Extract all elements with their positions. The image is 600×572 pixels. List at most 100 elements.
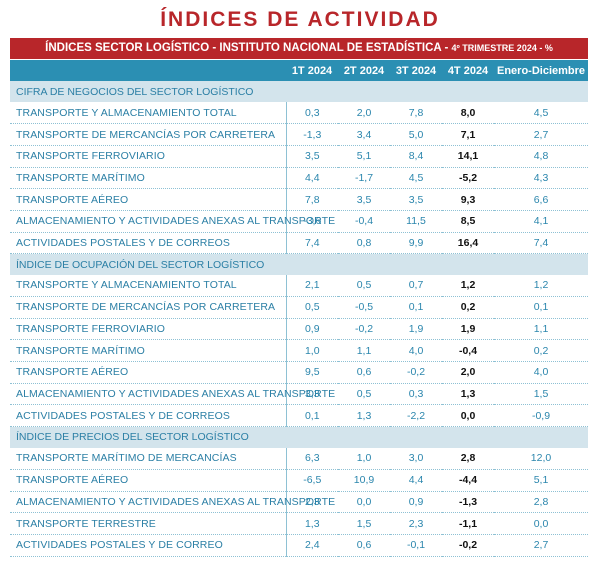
cell-q1: 7,8: [286, 188, 338, 211]
table-row: ACTIVIDADES POSTALES Y DE CORREOS 0,1 1,3-…: [10, 404, 588, 428]
section-header: ÍNDICE DE PRECIOS DEL SECTOR LOGÍSTICO: [10, 426, 588, 448]
row-label: TRANSPORTE TERRESTRE: [10, 512, 287, 535]
cell-yr: 0,2: [494, 339, 588, 363]
row-label: TRANSPORTE Y ALMACENAMIENTO TOTAL: [10, 102, 287, 125]
row-label: ALMACENAMIENTO Y ACTIVIDADES ANEXAS AL T…: [10, 210, 335, 233]
cell-yr: -0,9: [494, 404, 588, 428]
table-row: ALMACENAMIENTO Y ACTIVIDADES ANEXAS AL T…: [10, 210, 588, 233]
row-label: ACTIVIDADES POSTALES Y DE CORREOS: [10, 404, 287, 428]
cell-q2: 3,4: [338, 123, 390, 146]
cell-q1: 0,9: [286, 318, 338, 341]
cell-q2: 0,8: [338, 232, 390, 255]
cell-q2: 5,1: [338, 145, 390, 168]
cell-q3: 11,5: [390, 210, 442, 233]
table-row: TRANSPORTE TERRESTRE 1,3 1,5 2,3 -1,1 0,0: [10, 512, 588, 535]
cell-q4: -1,1: [442, 512, 494, 535]
cell-q2: 0,5: [338, 274, 390, 297]
column-header-4t: 4T 2024: [442, 60, 494, 81]
cell-q4: -5,2: [442, 167, 494, 190]
cell-q1: 0,5: [286, 296, 338, 319]
section-title: ÍNDICE DE PRECIOS DEL SECTOR LOGÍSTICO: [10, 426, 588, 448]
row-label: ALMACENAMIENTO Y ACTIVIDADES ANEXAS AL T…: [10, 491, 335, 514]
cell-q1: 0,3: [286, 102, 338, 125]
cell-yr: 12,0: [494, 447, 588, 470]
cell-q3: 3,0: [390, 447, 442, 470]
section-header: ÍNDICE DE OCUPACIÓN DEL SECTOR LOGÍSTICO: [10, 253, 588, 275]
cell-q1: 6,3: [286, 447, 338, 470]
cell-q3: 0,1: [390, 296, 442, 319]
cell-q2: 0,6: [338, 361, 390, 384]
row-label: TRANSPORTE AÉREO: [10, 469, 287, 492]
table-row: TRANSPORTE AÉREO 7,8 3,5 3,5 9,3 6,6: [10, 188, 588, 211]
cell-q1: 9,5: [286, 361, 338, 384]
cell-q3: 4,5: [390, 167, 442, 190]
cell-yr: 2,7: [494, 534, 588, 557]
cell-yr: 2,7: [494, 123, 588, 146]
cell-q3: -0,1: [390, 534, 442, 557]
banner-title: ÍNDICES SECTOR LOGÍSTICO - INSTITUTO NAC…: [45, 42, 452, 54]
cell-q2: 0,5: [338, 383, 390, 406]
cell-yr: 1,2: [494, 274, 588, 297]
cell-q1: -3,6: [286, 210, 338, 233]
cell-q4: 1,3: [442, 383, 494, 406]
cell-yr: 4,5: [494, 102, 588, 125]
section-title: ÍNDICE DE OCUPACIÓN DEL SECTOR LOGÍSTICO: [10, 253, 588, 275]
column-header-row: 1T 2024 2T 2024 3T 2024 4T 2024 Enero-Di…: [10, 60, 588, 81]
cell-q1: 4,4: [286, 167, 338, 190]
row-label: ACTIVIDADES POSTALES Y DE CORREO: [10, 534, 287, 557]
table-row: ALMACENAMIENTO Y ACTIVIDADES ANEXAS AL T…: [10, 491, 588, 514]
table-row: TRANSPORTE FERROVIARIO 3,5 5,1 8,4 14,1 4,8: [10, 145, 588, 168]
cell-yr: 4,8: [494, 145, 588, 168]
column-header-1t: 1T 2024: [286, 60, 338, 81]
cell-q4: 0,2: [442, 296, 494, 319]
cell-q2: 1,5: [338, 512, 390, 535]
row-label: TRANSPORTE MARÍTIMO: [10, 339, 287, 363]
cell-q1: -1,3: [286, 123, 338, 146]
cell-q3: -2,2: [390, 404, 442, 428]
cell-q3: 2,3: [390, 512, 442, 535]
row-label: TRANSPORTE MARÍTIMO DE MERCANCÍAS: [10, 447, 287, 470]
cell-q1: 1,3: [286, 512, 338, 535]
table-row: TRANSPORTE AÉREO -6,5 10,9 4,4 -4,4 5,1: [10, 469, 588, 492]
table-row: ACTIVIDADES POSTALES Y DE CORREOS 7,4 0,8 9…: [10, 232, 588, 255]
cell-q4: -0,2: [442, 534, 494, 557]
cell-yr: 1,1: [494, 318, 588, 341]
column-header-3t: 3T 2024: [390, 60, 442, 81]
cell-q1: 2,4: [286, 534, 338, 557]
cell-q1: 1,0: [286, 339, 338, 363]
cell-q2: 2,0: [338, 102, 390, 125]
row-label: ACTIVIDADES POSTALES Y DE CORREOS: [10, 232, 287, 255]
cell-q2: -1,7: [338, 167, 390, 190]
cell-yr: 1,5: [494, 383, 588, 406]
cell-q2: 1,1: [338, 339, 390, 363]
cell-q4: 16,4: [442, 232, 494, 255]
cell-q2: -0,2: [338, 318, 390, 341]
cell-q4: 8,5: [442, 210, 494, 233]
cell-q3: 4,4: [390, 469, 442, 492]
cell-q3: 1,9: [390, 318, 442, 341]
cell-q1: 3,5: [286, 145, 338, 168]
cell-q4: 14,1: [442, 145, 494, 168]
cell-q2: -0,5: [338, 296, 390, 319]
table-banner: ÍNDICES SECTOR LOGÍSTICO - INSTITUTO NAC…: [10, 38, 588, 59]
table-row: ACTIVIDADES POSTALES Y DE CORREO 2,4 0,6 -0…: [10, 534, 588, 557]
table-row: TRANSPORTE Y ALMACENAMIENTO TOTAL 2,1 0,5 0…: [10, 274, 588, 297]
table-row: TRANSPORTE MARÍTIMO 1,0 1,1 4,0 -0,4 0,2: [10, 339, 588, 363]
cell-q2: 1,0: [338, 447, 390, 470]
cell-q3: 5,0: [390, 123, 442, 146]
indices-table: 1T 2024 2T 2024 3T 2024 4T 2024 Enero-Di…: [10, 60, 588, 557]
cell-yr: 0,1: [494, 296, 588, 319]
cell-q4: -1,3: [442, 491, 494, 514]
cell-yr: 0,0: [494, 512, 588, 535]
cell-q3: 0,3: [390, 383, 442, 406]
cell-q4: -0,4: [442, 339, 494, 363]
cell-q3: 3,5: [390, 188, 442, 211]
cell-yr: 5,1: [494, 469, 588, 492]
column-header-2t: 2T 2024: [338, 60, 390, 81]
table-row: TRANSPORTE DE MERCANCÍAS POR CARRETERA -1…: [10, 123, 588, 146]
table-row: TRANSPORTE AÉREO 9,5 0,6 -0,2 2,0 4,0: [10, 361, 588, 384]
cell-q3: 7,8: [390, 102, 442, 125]
cell-q1: 0,1: [286, 404, 338, 428]
cell-q4: 8,0: [442, 102, 494, 125]
section-title: CIFRA DE NEGOCIOS DEL SECTOR LOGÍSTICO: [10, 81, 588, 102]
